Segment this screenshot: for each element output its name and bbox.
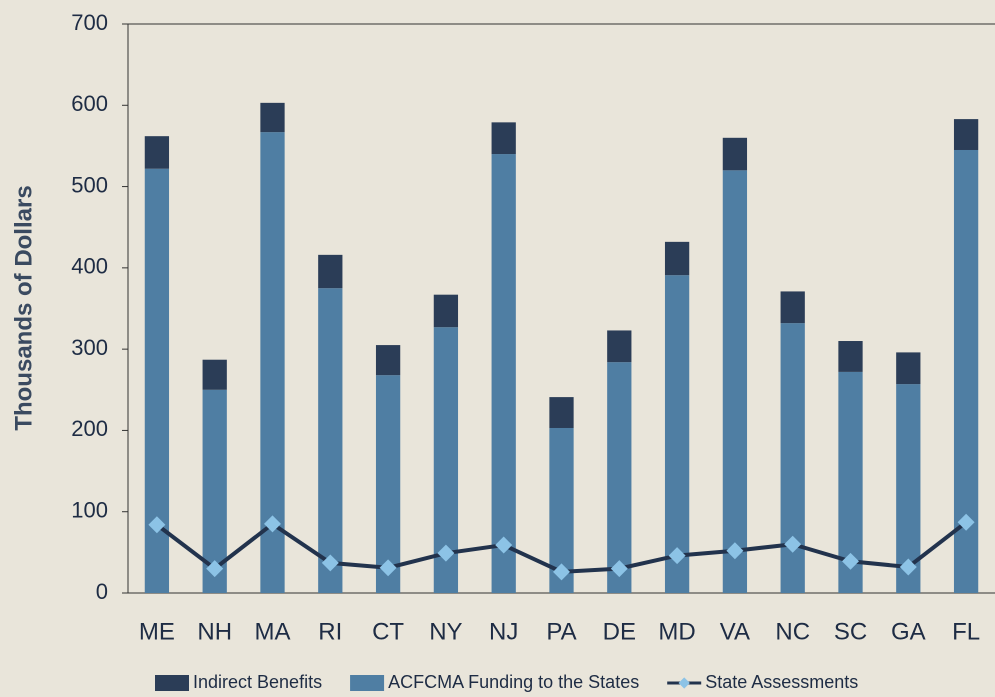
line-marker: [495, 536, 513, 554]
bar: [491, 122, 516, 155]
legend-label: Indirect Benefits: [193, 672, 322, 692]
legend-swatch: [155, 675, 189, 691]
y-tick-label: 600: [71, 91, 108, 116]
x-tick-label: NJ: [489, 618, 518, 645]
y-tick-label: 0: [96, 579, 108, 604]
line-marker: [784, 535, 802, 553]
line-marker: [553, 563, 570, 581]
line-marker: [842, 552, 859, 570]
legend-swatch: [350, 675, 385, 691]
x-tick-label: SC: [834, 618, 867, 645]
bar: [664, 241, 690, 276]
x-tick-label: VA: [720, 618, 750, 645]
x-tick-label: NC: [775, 618, 810, 645]
bar: [838, 341, 863, 372]
line-marker: [726, 542, 744, 560]
line-marker: [264, 515, 281, 533]
line-marker: [610, 560, 628, 578]
bar: [318, 254, 343, 289]
x-tick-label: CT: [372, 618, 404, 645]
line-marker: [379, 559, 397, 577]
bar: [722, 170, 748, 594]
line-marker: [957, 513, 975, 531]
bar: [722, 137, 748, 171]
y-tick-label: 500: [71, 172, 108, 197]
x-tick-label: NH: [197, 618, 232, 645]
bar: [491, 154, 516, 594]
bar: [375, 345, 401, 376]
x-tick-label: ME: [139, 618, 175, 645]
x-tick-label: MA: [255, 618, 291, 645]
bar: [318, 288, 343, 593]
line-marker: [668, 547, 686, 565]
bar: [549, 397, 574, 428]
bar: [144, 136, 170, 169]
x-tick-label: DE: [603, 618, 636, 645]
y-tick-label: 300: [71, 335, 108, 360]
bar: [260, 102, 285, 133]
y-tick-label: 200: [71, 416, 108, 441]
bar: [896, 384, 921, 593]
legend-label: State Assessments: [705, 672, 858, 692]
x-tick-label: MD: [658, 618, 695, 645]
bar: [607, 362, 632, 593]
bar: [202, 359, 227, 390]
line-marker: [437, 544, 455, 562]
y-tick-label: 400: [71, 254, 108, 279]
x-tick-label: GA: [891, 618, 926, 645]
line-marker: [206, 560, 224, 578]
line-marker: [148, 516, 166, 534]
y-axis-label: Thousands of Dollars: [10, 185, 37, 430]
bar: [202, 389, 227, 593]
bar: [780, 291, 805, 324]
bar: [664, 275, 690, 593]
x-tick-label: RI: [318, 618, 342, 645]
line-marker: [899, 558, 917, 576]
bar: [607, 330, 632, 363]
line-marker: [321, 554, 339, 572]
bar: [953, 119, 979, 150]
y-tick-label: 700: [71, 10, 108, 35]
bar: [896, 352, 921, 385]
bar: [375, 375, 401, 593]
x-tick-label: PA: [546, 618, 576, 645]
x-tick-label: NY: [429, 618, 462, 645]
legend-marker: [678, 677, 690, 689]
legend-label: ACFCMA Funding to the States: [388, 672, 639, 692]
bar: [433, 294, 459, 328]
x-tick-label: FL: [952, 618, 980, 645]
y-tick-label: 100: [71, 498, 108, 523]
